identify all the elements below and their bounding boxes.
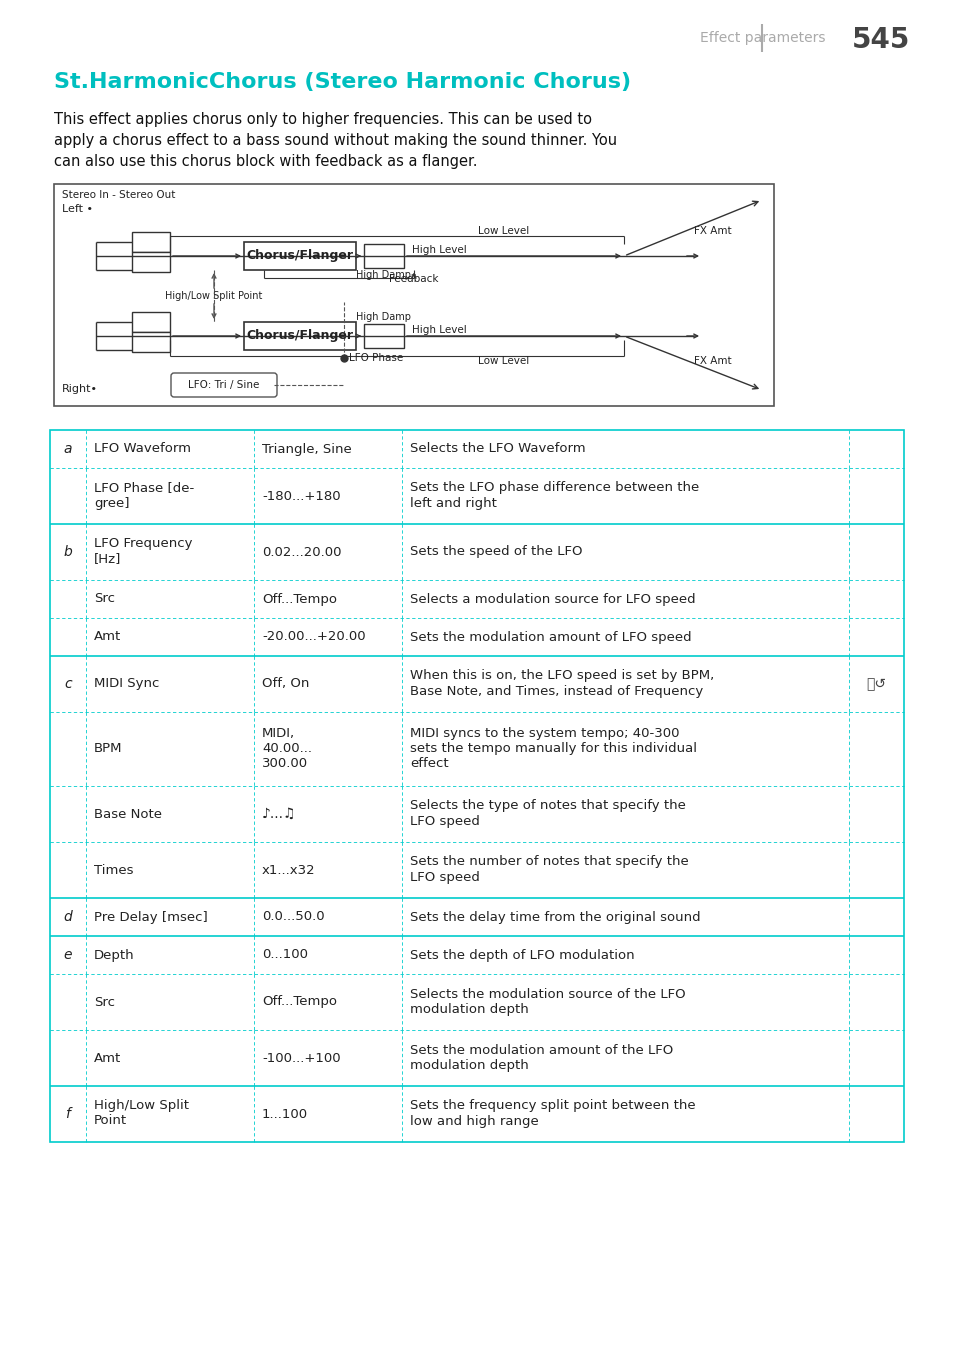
- Text: High Damp: High Damp: [356, 269, 411, 280]
- Text: This effect applies chorus only to higher frequencies. This can be used to: This effect applies chorus only to highe…: [54, 112, 592, 127]
- Text: Off...Tempo: Off...Tempo: [262, 995, 336, 1009]
- Text: Feedback: Feedback: [389, 274, 438, 284]
- Text: -100...+100: -100...+100: [262, 1052, 340, 1064]
- Text: Amt: Amt: [94, 631, 121, 643]
- Bar: [132, 311, 170, 332]
- Text: [Hz]: [Hz]: [94, 552, 121, 566]
- Text: LFO Frequency: LFO Frequency: [94, 538, 193, 551]
- Text: e: e: [64, 948, 72, 961]
- Text: LFO Waveform: LFO Waveform: [94, 443, 191, 455]
- Text: Effect parameters: Effect parameters: [700, 31, 824, 45]
- Text: LFO: Tri / Sine: LFO: Tri / Sine: [188, 380, 259, 390]
- Text: Triangle, Sine: Triangle, Sine: [262, 443, 352, 455]
- Text: Chorus/Flanger: Chorus/Flanger: [246, 329, 354, 343]
- Text: d: d: [64, 910, 72, 923]
- Text: MIDI Sync: MIDI Sync: [94, 677, 159, 691]
- Bar: [132, 332, 170, 352]
- Bar: [244, 322, 355, 349]
- Text: Sets the number of notes that specify the: Sets the number of notes that specify th…: [410, 856, 688, 868]
- Text: b: b: [64, 546, 72, 559]
- Bar: [54, 184, 773, 406]
- Text: 0...100: 0...100: [262, 949, 308, 961]
- Text: Off...Tempo: Off...Tempo: [262, 593, 336, 605]
- Text: Low Level: Low Level: [477, 226, 529, 236]
- Text: x1...x32: x1...x32: [262, 864, 315, 876]
- Text: Off, On: Off, On: [262, 677, 309, 691]
- Text: Selects a modulation source for LFO speed: Selects a modulation source for LFO spee…: [410, 593, 695, 605]
- Text: Sets the frequency split point between the: Sets the frequency split point between t…: [410, 1099, 695, 1113]
- Text: 1...100: 1...100: [262, 1108, 308, 1121]
- Text: Stereo In - Stereo Out: Stereo In - Stereo Out: [62, 190, 175, 200]
- Text: High/Low Split Point: High/Low Split Point: [165, 291, 262, 301]
- Text: MIDI,: MIDI,: [262, 727, 294, 741]
- Text: Chorus/Flanger: Chorus/Flanger: [246, 249, 354, 263]
- Text: Sets the modulation amount of LFO speed: Sets the modulation amount of LFO speed: [410, 631, 691, 643]
- Bar: [132, 232, 170, 252]
- Text: LFO speed: LFO speed: [410, 815, 479, 827]
- Text: LFO speed: LFO speed: [410, 871, 479, 884]
- Text: Times: Times: [94, 864, 133, 876]
- Text: left and right: left and right: [410, 497, 497, 509]
- Text: sets the tempo manually for this individual: sets the tempo manually for this individ…: [410, 742, 697, 756]
- Text: 300.00: 300.00: [262, 757, 308, 770]
- Text: Sets the depth of LFO modulation: Sets the depth of LFO modulation: [410, 949, 634, 961]
- Text: 40.00...: 40.00...: [262, 742, 312, 756]
- Text: When this is on, the LFO speed is set by BPM,: When this is on, the LFO speed is set by…: [410, 669, 714, 682]
- Text: a: a: [64, 441, 72, 456]
- Text: 0.0...50.0: 0.0...50.0: [262, 910, 324, 923]
- Text: Src: Src: [94, 995, 115, 1009]
- Text: MIDI syncs to the system tempo; 40-300: MIDI syncs to the system tempo; 40-300: [410, 727, 679, 741]
- Text: low and high range: low and high range: [410, 1114, 538, 1128]
- Text: Right•: Right•: [62, 385, 98, 394]
- Bar: [364, 244, 403, 268]
- Text: High Level: High Level: [412, 325, 466, 334]
- Text: Selects the LFO Waveform: Selects the LFO Waveform: [410, 443, 585, 455]
- Text: High Level: High Level: [412, 245, 466, 255]
- Text: Depth: Depth: [94, 949, 134, 961]
- Text: Sets the modulation amount of the LFO: Sets the modulation amount of the LFO: [410, 1044, 673, 1056]
- Text: Base Note: Base Note: [94, 807, 162, 821]
- Text: c: c: [64, 677, 71, 691]
- Text: can also use this chorus block with feedback as a flanger.: can also use this chorus block with feed…: [54, 154, 477, 169]
- Text: 0.02...20.00: 0.02...20.00: [262, 546, 341, 558]
- Text: Amt: Amt: [94, 1052, 121, 1064]
- Text: ⏯↺: ⏯↺: [865, 677, 885, 691]
- Text: modulation depth: modulation depth: [410, 1002, 528, 1016]
- Text: 545: 545: [851, 26, 909, 54]
- Text: Selects the type of notes that specify the: Selects the type of notes that specify t…: [410, 799, 685, 812]
- Text: High Damp: High Damp: [356, 311, 411, 322]
- Bar: [132, 252, 170, 272]
- Text: FX Amt: FX Amt: [693, 356, 731, 366]
- Text: Left •: Left •: [62, 204, 92, 214]
- Bar: [50, 431, 903, 1141]
- Text: Point: Point: [94, 1114, 127, 1128]
- Text: LFO Phase [de-: LFO Phase [de-: [94, 482, 194, 494]
- Bar: [244, 242, 355, 269]
- Text: -20.00...+20.00: -20.00...+20.00: [262, 631, 365, 643]
- Text: apply a chorus effect to a bass sound without making the sound thinner. You: apply a chorus effect to a bass sound wi…: [54, 133, 617, 148]
- Text: High/Low Split: High/Low Split: [94, 1099, 189, 1113]
- Text: Src: Src: [94, 593, 115, 605]
- Text: FX Amt: FX Amt: [693, 226, 731, 236]
- Text: BPM: BPM: [94, 742, 122, 756]
- Text: effect: effect: [410, 757, 448, 770]
- Text: Pre Delay [msec]: Pre Delay [msec]: [94, 910, 208, 923]
- Text: Selects the modulation source of the LFO: Selects the modulation source of the LFO: [410, 987, 685, 1001]
- Text: LFO Phase: LFO Phase: [349, 353, 403, 363]
- Text: Sets the LFO phase difference between the: Sets the LFO phase difference between th…: [410, 482, 699, 494]
- Text: f: f: [66, 1108, 71, 1121]
- FancyBboxPatch shape: [171, 372, 276, 397]
- Text: ♪...♫: ♪...♫: [262, 807, 296, 821]
- Text: Low Level: Low Level: [477, 356, 529, 366]
- Text: modulation depth: modulation depth: [410, 1059, 528, 1071]
- Text: St.HarmonicChorus (Stereo Harmonic Chorus): St.HarmonicChorus (Stereo Harmonic Choru…: [54, 72, 631, 92]
- Text: Sets the delay time from the original sound: Sets the delay time from the original so…: [410, 910, 700, 923]
- Text: -180...+180: -180...+180: [262, 490, 340, 502]
- Text: gree]: gree]: [94, 497, 130, 509]
- Bar: [364, 324, 403, 348]
- Text: Sets the speed of the LFO: Sets the speed of the LFO: [410, 546, 582, 558]
- Text: Base Note, and Times, instead of Frequency: Base Note, and Times, instead of Frequen…: [410, 685, 702, 697]
